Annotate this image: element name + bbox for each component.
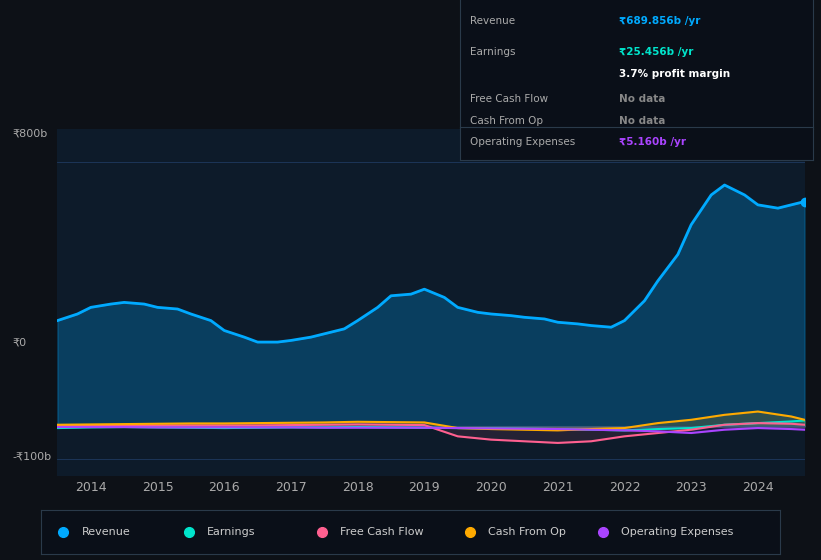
Text: No data: No data bbox=[619, 116, 665, 126]
Text: ₹5.160b /yr: ₹5.160b /yr bbox=[619, 137, 686, 147]
Text: Operating Expenses: Operating Expenses bbox=[621, 527, 733, 537]
Text: -₹100b: -₹100b bbox=[12, 452, 52, 462]
Text: Revenue: Revenue bbox=[82, 527, 131, 537]
Text: No data: No data bbox=[619, 94, 665, 104]
Text: Free Cash Flow: Free Cash Flow bbox=[341, 527, 424, 537]
Text: ₹800b: ₹800b bbox=[12, 129, 48, 139]
Text: ₹689.856b /yr: ₹689.856b /yr bbox=[619, 16, 700, 26]
Text: Revenue: Revenue bbox=[470, 16, 516, 26]
Text: ₹25.456b /yr: ₹25.456b /yr bbox=[619, 47, 693, 57]
Text: 3.7% profit margin: 3.7% profit margin bbox=[619, 69, 730, 79]
Text: Operating Expenses: Operating Expenses bbox=[470, 137, 576, 147]
Text: Cash From Op: Cash From Op bbox=[488, 527, 566, 537]
Text: Earnings: Earnings bbox=[208, 527, 256, 537]
Text: Earnings: Earnings bbox=[470, 47, 516, 57]
Text: Cash From Op: Cash From Op bbox=[470, 116, 544, 126]
Text: ₹0: ₹0 bbox=[12, 338, 27, 348]
Text: Free Cash Flow: Free Cash Flow bbox=[470, 94, 548, 104]
